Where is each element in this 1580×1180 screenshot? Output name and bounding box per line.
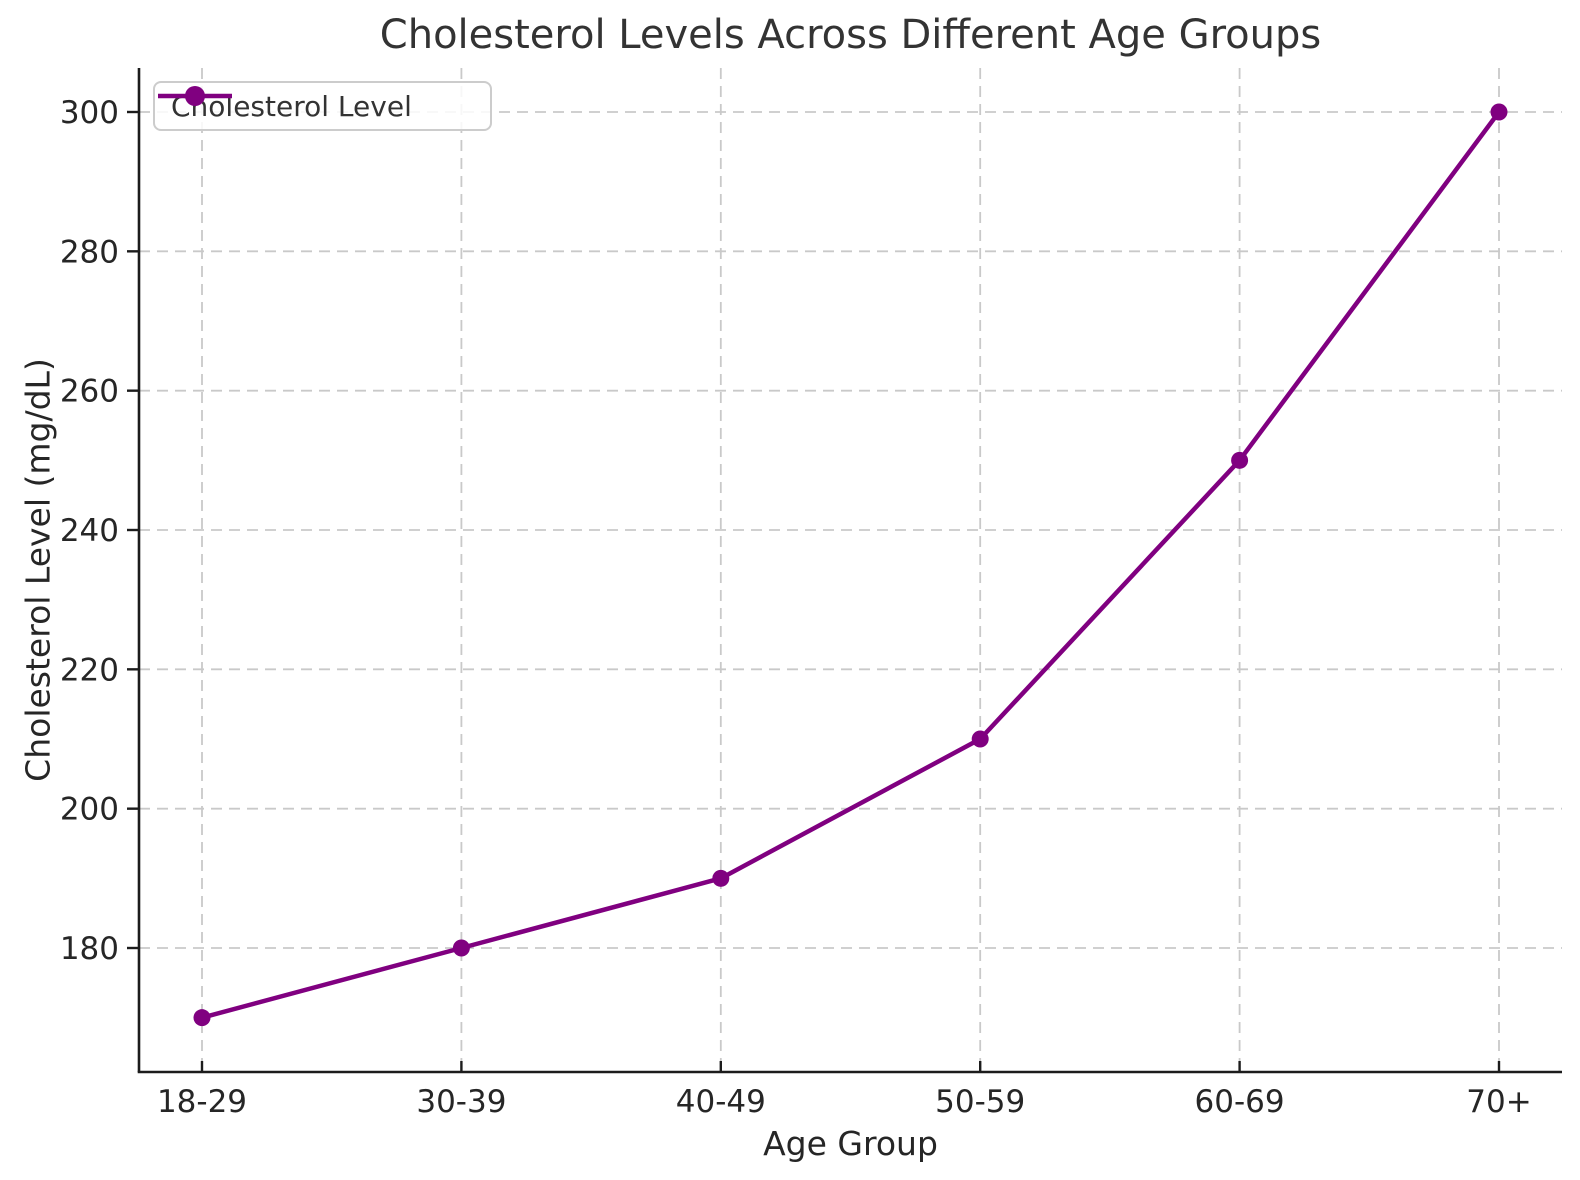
data-line <box>199 109 1502 1020</box>
y-tick-label: 200 <box>60 792 119 828</box>
chart-title: Cholesterol Levels Across Different Age … <box>379 12 1322 58</box>
data-point <box>193 1009 211 1027</box>
data-point <box>1231 451 1249 469</box>
x-tick-label: 18-29 <box>157 1084 247 1120</box>
x-tick-label: 70+ <box>1466 1084 1531 1120</box>
data-point <box>971 730 989 748</box>
x-tick-label: 30-39 <box>416 1084 506 1120</box>
y-tick-label: 180 <box>60 931 119 967</box>
x-axis-label: Age Group <box>763 1124 938 1163</box>
data-point <box>712 869 730 887</box>
legend: Cholesterol Level <box>153 81 492 131</box>
y-axis-label: Cholesterol Level (mg/dL) <box>18 358 58 782</box>
x-tick-label: 50-59 <box>935 1084 1025 1120</box>
y-tick-label: 280 <box>60 234 119 270</box>
legend-line-marker-icon <box>158 86 232 106</box>
y-tick-label: 300 <box>60 95 119 131</box>
y-tick-label: 240 <box>60 513 119 549</box>
x-tick-label: 60-69 <box>1195 1084 1285 1120</box>
data-point <box>1490 103 1508 121</box>
x-tick-label: 40-49 <box>676 1084 766 1120</box>
data-point <box>452 939 470 957</box>
y-tick-label: 220 <box>60 652 119 688</box>
y-tick-label: 260 <box>60 374 119 410</box>
